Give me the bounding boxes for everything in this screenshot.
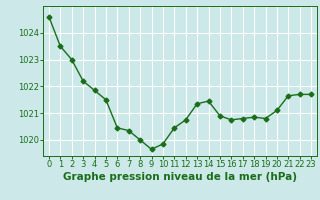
X-axis label: Graphe pression niveau de la mer (hPa): Graphe pression niveau de la mer (hPa)	[63, 172, 297, 182]
